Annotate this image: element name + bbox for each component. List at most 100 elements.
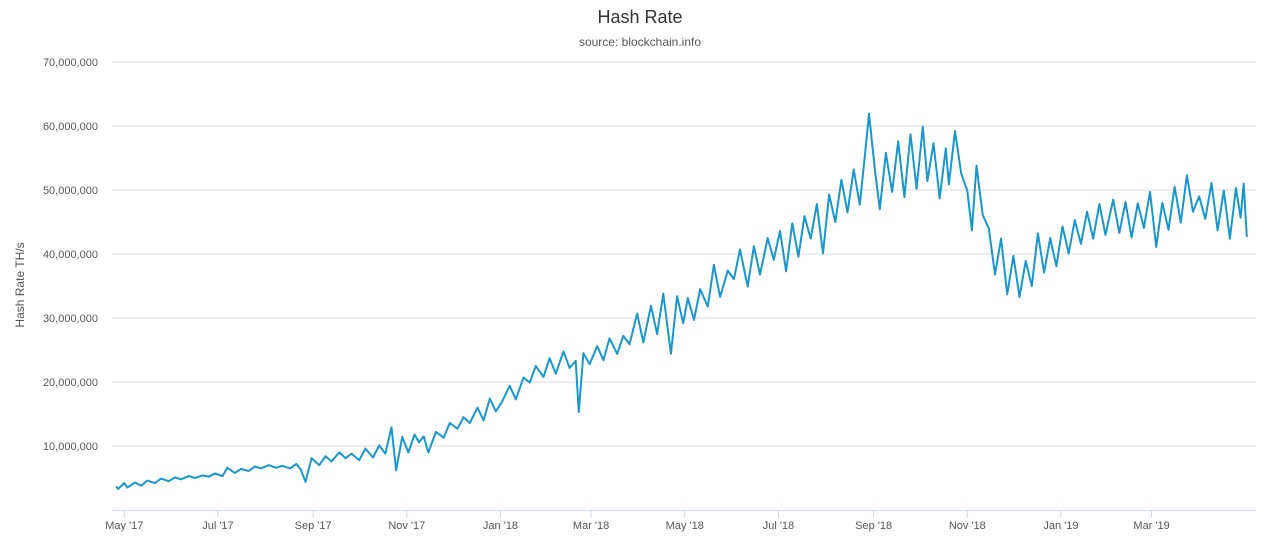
data-point <box>577 411 580 413</box>
data-point <box>422 435 425 438</box>
x-tick-label: Jul '18 <box>763 520 794 532</box>
data-point <box>733 278 735 280</box>
x-tick-label: Jan '18 <box>483 520 518 532</box>
data-point <box>515 398 517 401</box>
data-point <box>588 363 591 365</box>
data-point <box>140 484 143 487</box>
data-point <box>759 273 761 276</box>
data-point <box>1204 217 1207 220</box>
data-point <box>954 130 956 133</box>
data-point <box>324 455 327 458</box>
data-point <box>180 478 183 481</box>
data-point <box>662 292 665 295</box>
y-axis-title: Hash Rate TH/s <box>13 242 27 327</box>
data-point <box>1130 236 1133 239</box>
data-point <box>815 203 818 206</box>
data-point <box>413 433 416 436</box>
data-point <box>295 463 298 465</box>
data-point <box>868 112 870 115</box>
x-tick-label: Sep '17 <box>295 520 332 532</box>
data-point <box>281 464 284 467</box>
x-tick-label: Jan '19 <box>1043 520 1078 532</box>
data-point <box>1161 201 1164 204</box>
data-point <box>1143 226 1145 229</box>
data-point <box>448 422 451 424</box>
data-point <box>554 372 557 375</box>
data-point <box>891 191 893 193</box>
data-point <box>378 444 381 447</box>
data-point <box>167 480 170 483</box>
data-point <box>713 264 715 266</box>
data-point <box>1242 182 1245 185</box>
data-point <box>766 237 769 239</box>
data-point <box>840 178 843 181</box>
data-point <box>401 436 404 438</box>
data-point <box>981 214 984 216</box>
y-tick-label: 20,000,000 <box>43 377 98 389</box>
data-point <box>1073 219 1076 222</box>
data-point <box>134 481 136 484</box>
data-point <box>596 345 599 348</box>
data-point <box>260 467 262 470</box>
data-point <box>1104 233 1107 236</box>
data-point <box>1006 293 1009 296</box>
data-point <box>971 229 973 232</box>
data-point <box>636 312 639 315</box>
data-point <box>1179 221 1182 224</box>
data-point <box>682 322 685 324</box>
data-point <box>534 365 537 367</box>
chart-subtitle: source: blockchain.info <box>579 35 701 49</box>
data-point <box>670 352 672 355</box>
data-point <box>1229 237 1231 240</box>
data-point <box>427 451 430 454</box>
data-point <box>1092 237 1095 240</box>
data-point <box>568 367 571 369</box>
data-point <box>358 459 361 461</box>
data-point <box>926 180 929 182</box>
data-point <box>779 230 781 232</box>
data-point <box>488 397 491 400</box>
data-point <box>522 376 525 379</box>
series-group <box>115 112 1248 490</box>
data-point <box>214 472 216 475</box>
data-point <box>1235 187 1237 190</box>
data-point <box>1222 189 1225 192</box>
data-point <box>858 203 861 206</box>
x-tick-label: May '18 <box>666 520 704 532</box>
data-point <box>822 252 824 255</box>
data-point <box>117 488 119 490</box>
x-tick-label: Sep '18 <box>855 520 892 532</box>
data-point <box>797 255 800 258</box>
data-point <box>501 400 503 403</box>
data-point <box>495 410 497 413</box>
data-point <box>226 466 229 469</box>
data-point <box>364 447 367 450</box>
data-point <box>1030 285 1033 287</box>
data-point <box>921 125 924 128</box>
data-point <box>650 304 652 307</box>
data-point <box>482 419 485 422</box>
data-point <box>948 183 950 186</box>
x-axis-ticks: May '17 Jul '17 Sep '17 Nov '17 Jan '18 Mar '… <box>105 510 1170 532</box>
data-point <box>852 168 855 171</box>
data-point <box>146 479 149 482</box>
data-point <box>1198 195 1201 198</box>
data-point <box>746 285 749 288</box>
data-point <box>1210 182 1213 184</box>
data-point <box>528 381 531 384</box>
data-point <box>372 456 374 459</box>
data-point <box>542 376 545 378</box>
data-point <box>803 215 806 218</box>
data-point <box>275 466 278 469</box>
y-tick-label: 50,000,000 <box>43 185 98 197</box>
data-point <box>1055 265 1058 268</box>
x-tick-label: Mar '18 <box>573 520 609 532</box>
data-point <box>719 296 721 298</box>
data-point <box>686 297 689 300</box>
data-point <box>123 482 126 484</box>
data-point <box>207 475 210 478</box>
data-point <box>442 436 445 439</box>
data-point <box>233 472 236 474</box>
data-point <box>622 335 625 337</box>
